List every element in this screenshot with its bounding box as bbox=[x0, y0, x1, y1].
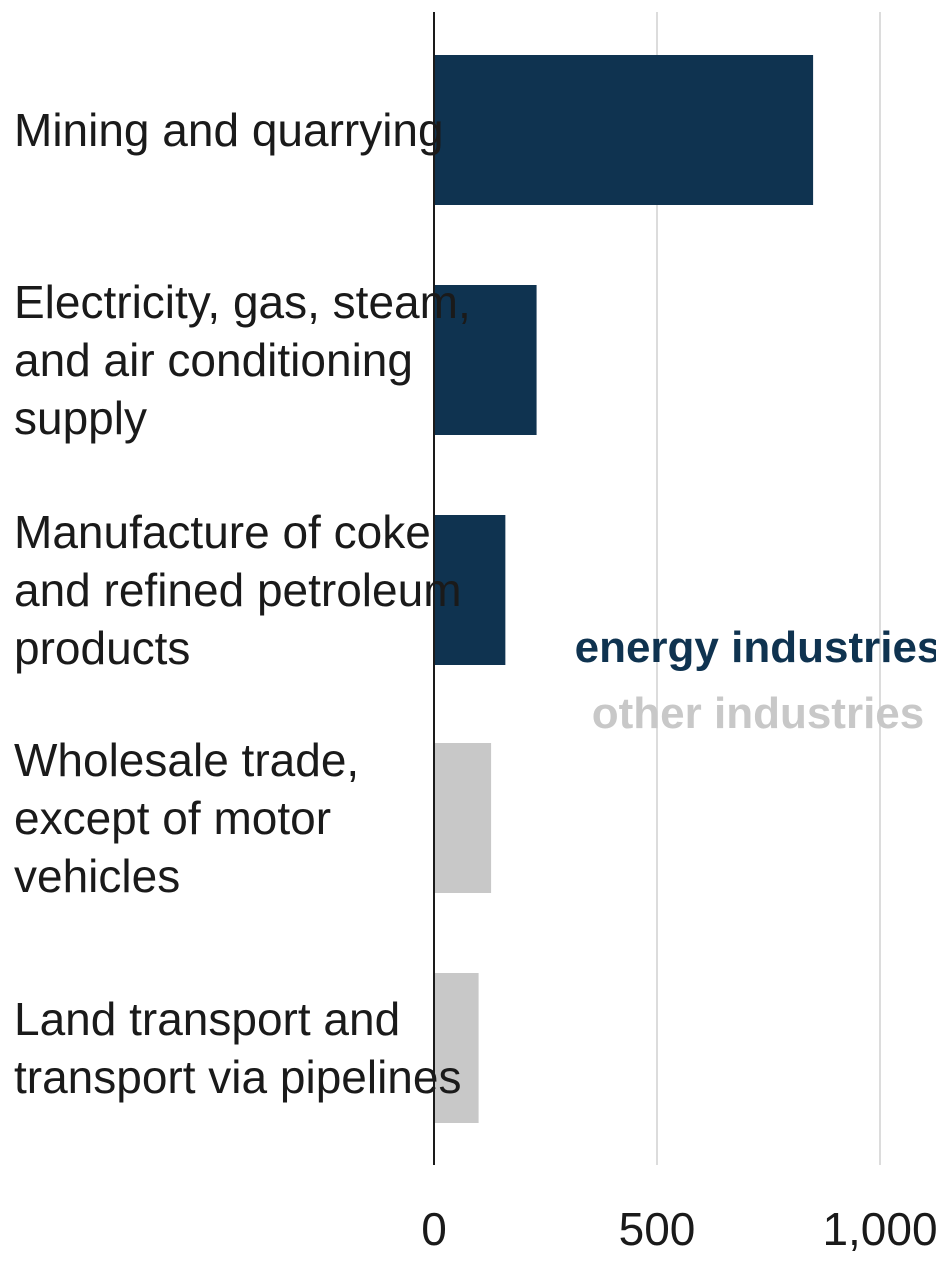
bar-1 bbox=[434, 285, 537, 435]
category-label-line: and air conditioning bbox=[14, 334, 413, 386]
legend-item-energy: energy industries bbox=[575, 623, 936, 672]
x-tick-label-2: 1,000 bbox=[822, 1203, 936, 1255]
legend: energy industries other industries bbox=[575, 623, 936, 738]
x-tick-label-1: 500 bbox=[619, 1203, 696, 1255]
category-label-3: Wholesale trade, except of motor vehicles bbox=[14, 734, 359, 902]
x-tick-labels: 0 500 1,000 bbox=[421, 1203, 936, 1255]
category-label-line: except of motor bbox=[14, 792, 331, 844]
category-labels: Mining and quarrying Electricity, gas, st… bbox=[14, 104, 471, 1103]
category-label-line: Mining and quarrying bbox=[14, 104, 444, 156]
category-label-0: Mining and quarrying bbox=[14, 104, 444, 156]
category-label-line: products bbox=[14, 622, 190, 674]
category-label-line: vehicles bbox=[14, 850, 180, 902]
bar-3 bbox=[434, 743, 492, 893]
category-label-line: Land transport and bbox=[14, 993, 400, 1045]
category-label-line: transport via pipelines bbox=[14, 1051, 461, 1103]
bar-0 bbox=[434, 55, 814, 205]
bar-2 bbox=[434, 515, 506, 665]
category-label-line: supply bbox=[14, 392, 147, 444]
legend-item-other: other industries bbox=[592, 689, 925, 738]
category-label-line: and refined petroleum bbox=[14, 564, 462, 616]
category-label-2: Manufacture of coke and refined petroleum… bbox=[14, 506, 462, 674]
x-tick-label-0: 0 bbox=[421, 1203, 447, 1255]
category-label-line: Manufacture of coke bbox=[14, 506, 431, 558]
category-label-1: Electricity, gas, steam, and air conditio… bbox=[14, 276, 471, 444]
category-label-line: Electricity, gas, steam, bbox=[14, 276, 471, 328]
bar-4 bbox=[434, 973, 479, 1123]
bars bbox=[434, 55, 814, 1123]
category-label-line: Wholesale trade, bbox=[14, 734, 359, 786]
category-label-4: Land transport and transport via pipeline… bbox=[14, 993, 461, 1103]
